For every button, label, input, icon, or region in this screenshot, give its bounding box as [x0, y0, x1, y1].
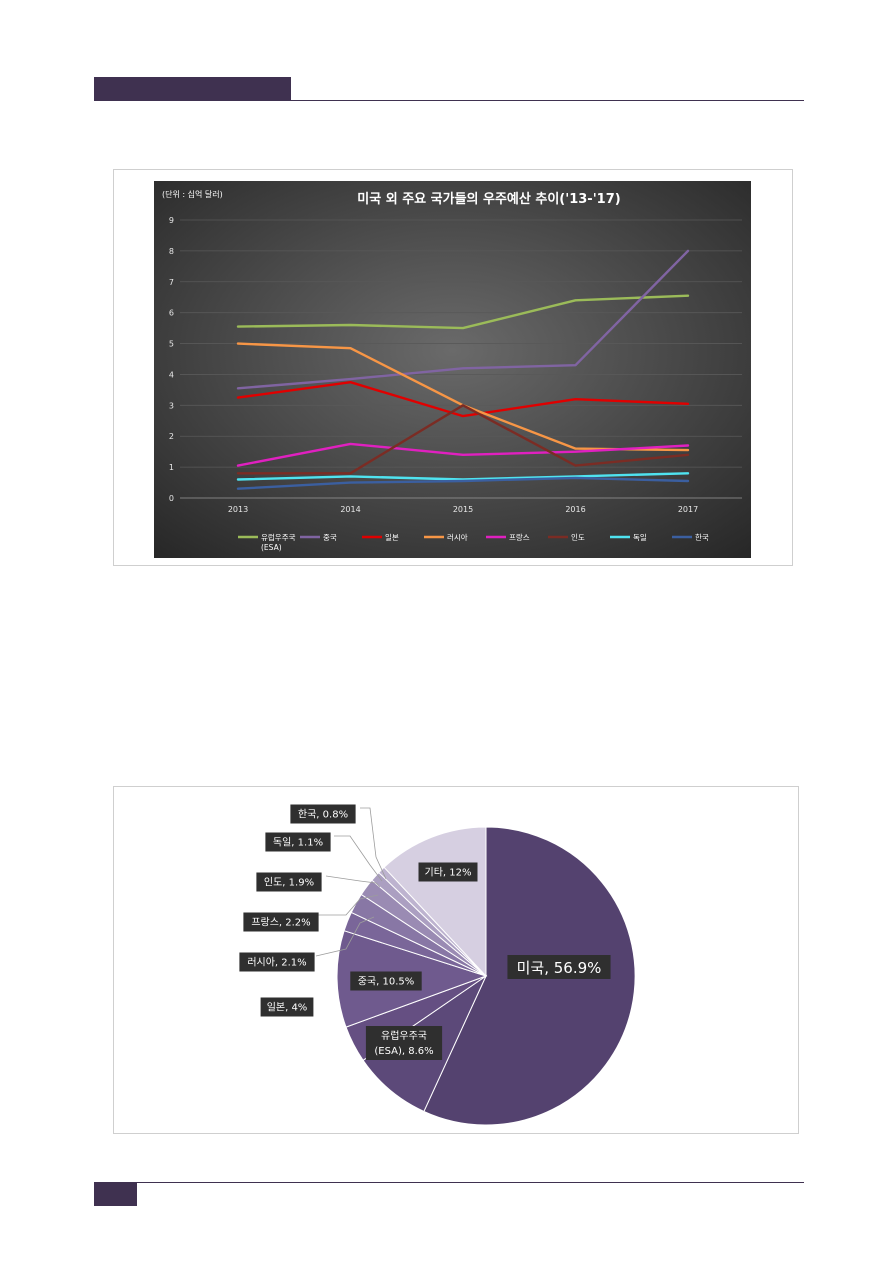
- slice-label-text: 중국, 10.5%: [358, 976, 415, 988]
- legend-label: 일본: [385, 533, 399, 542]
- legend-label: 인도: [571, 532, 585, 542]
- slice-label: 기타, 12%: [418, 862, 478, 882]
- slice-label-text: 독일, 1.1%: [273, 837, 323, 849]
- slice-label: 일본, 4%: [260, 997, 314, 1017]
- slice-label-text: 미국, 56.9%: [517, 959, 602, 977]
- line-chart-frame: (단위 : 십억 달러) 미국 외 주요 국가들의 우주예산 추이('13-'1…: [113, 169, 793, 566]
- legend-label: 한국: [695, 533, 709, 542]
- pie-chart-frame: 미국, 56.9% 유럽우주국 (ESA), 8.6% 일본, 4% 중국, 10.5%…: [113, 786, 799, 1134]
- legend-label: 유럽우주국 (ESA): [261, 533, 296, 552]
- y-tick-label: 7: [169, 278, 174, 287]
- y-tick-label: 9: [169, 216, 174, 225]
- x-tick-label: 2015: [453, 505, 473, 514]
- footer-rule: [94, 1182, 804, 1183]
- chart-title: 미국 외 주요 국가들의 우주예산 추이('13-'17): [357, 191, 620, 207]
- leader-line: [318, 894, 379, 916]
- series-line: [236, 294, 690, 330]
- y-tick-label: 8: [169, 247, 174, 256]
- slice-label-text: 기타, 12%: [425, 867, 472, 879]
- series-line: [236, 249, 690, 390]
- slice-label-box: [256, 872, 322, 892]
- slice-label-text: (ESA), 8.6%: [374, 1046, 433, 1057]
- series-line: [236, 380, 690, 418]
- series-line: [236, 476, 690, 490]
- slice-label-box: [507, 955, 611, 979]
- slice-label: 미국, 56.9%: [507, 955, 611, 979]
- leader-line: [334, 835, 383, 882]
- slice-label-box: [239, 952, 315, 972]
- legend-label: 독일: [633, 533, 647, 542]
- slice-label-text: 인도, 1.9%: [264, 877, 314, 889]
- slice-label-text: 일본, 4%: [267, 1002, 308, 1014]
- slice-label-text: 유럽우주국: [381, 1030, 427, 1042]
- header-tab: [94, 77, 291, 100]
- x-tick-label: 2017: [678, 505, 698, 514]
- header-rule: [94, 100, 804, 101]
- slice-label-box: [265, 832, 331, 852]
- slice-label-box: [260, 997, 314, 1017]
- pie-chart: 미국, 56.9% 유럽우주국 (ESA), 8.6% 일본, 4% 중국, 10.5%…: [239, 804, 636, 1126]
- legend-label: 프랑스: [509, 533, 530, 542]
- y-tick-label: 0: [169, 494, 174, 503]
- slice-label-box: [243, 912, 319, 932]
- series-line: [236, 472, 690, 481]
- slice-label-box: [350, 971, 422, 991]
- footer-tab: [94, 1183, 137, 1206]
- leader-line: [360, 807, 387, 880]
- legend-label: 러시아: [447, 532, 468, 542]
- x-tick-label: 2013: [228, 505, 248, 514]
- slice-label: 러시아, 2.1%: [239, 952, 315, 972]
- y-tick-label: 4: [169, 370, 174, 379]
- slice-label: 인도, 1.9%: [256, 872, 322, 892]
- line-chart: (단위 : 십억 달러) 미국 외 주요 국가들의 우주예산 추이('13-'1…: [154, 181, 751, 558]
- slice-label-text: 한국, 0.8%: [298, 809, 348, 821]
- unit-note: (단위 : 십억 달러): [162, 189, 223, 199]
- x-tick-label: 2016: [565, 505, 585, 514]
- slice-label: 중국, 10.5%: [350, 971, 422, 991]
- y-tick-label: 6: [169, 309, 174, 318]
- y-tick-label: 3: [169, 401, 174, 410]
- leader-line: [325, 875, 381, 888]
- series-line: [236, 404, 690, 475]
- slice-label-text: 러시아, 2.1%: [247, 957, 306, 969]
- leader-line: [315, 916, 375, 957]
- slice-label-box: [418, 862, 478, 882]
- x-tick-label: 2014: [340, 505, 360, 514]
- series-line: [236, 442, 690, 467]
- legend-label: 중국: [323, 533, 337, 542]
- slice-label: 유럽우주국 (ESA), 8.6%: [365, 1026, 443, 1060]
- slice-label-box: [365, 1026, 443, 1060]
- slice-label-text: 프랑스, 2.2%: [251, 917, 310, 929]
- y-tick-label: 1: [169, 463, 174, 472]
- slice-label: 한국, 0.8%: [290, 804, 356, 824]
- slice-label-box: [290, 804, 356, 824]
- slice-label: 독일, 1.1%: [265, 832, 331, 852]
- y-tick-label: 5: [169, 340, 174, 349]
- slice-label: 프랑스, 2.2%: [243, 912, 319, 932]
- y-tick-label: 2: [169, 432, 174, 441]
